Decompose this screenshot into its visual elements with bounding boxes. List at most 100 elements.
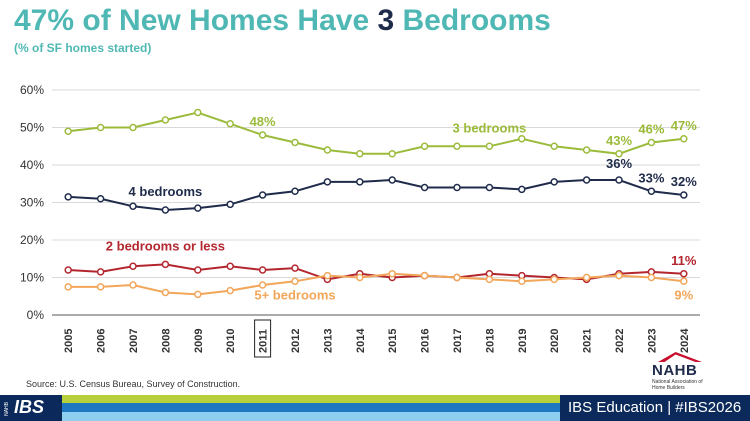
x-tick-label: 2023 xyxy=(646,329,658,353)
data-point xyxy=(647,138,656,147)
data-point xyxy=(518,185,526,194)
x-tick-label: 2018 xyxy=(484,329,496,353)
series-line xyxy=(68,178,684,212)
data-point xyxy=(226,286,234,295)
series-label: 5+ bedrooms xyxy=(254,287,335,302)
y-tick-label: 40% xyxy=(20,158,44,172)
y-tick-label: 10% xyxy=(20,271,44,285)
data-point xyxy=(226,200,234,209)
y-tick-label: 0% xyxy=(27,308,45,322)
data-point xyxy=(550,178,558,186)
data-point xyxy=(420,271,429,280)
data-point xyxy=(161,288,170,297)
data-point xyxy=(291,138,299,147)
data-point xyxy=(356,178,364,186)
line-chart: 0% 10% 20% 30% 40% 50% 60% 2005 2006 2007 2008 2009… xyxy=(20,83,700,358)
data-point xyxy=(485,142,494,150)
data-point xyxy=(96,195,105,203)
data-point xyxy=(323,178,332,186)
data-point xyxy=(161,206,170,214)
x-tick-label: 2010 xyxy=(225,329,237,353)
logo-subtitle: National Association of Home Builders xyxy=(652,379,703,391)
nahb-logo: NAHB National Association of Home Builde… xyxy=(652,352,714,391)
series-label: 2 bedrooms or less xyxy=(106,238,225,253)
data-point xyxy=(64,283,72,291)
logo-text: NAHB xyxy=(652,362,698,379)
footer-text: IBS Education | #IBS2026 xyxy=(568,399,742,416)
series-label: 3 bedrooms xyxy=(453,120,527,135)
data-point xyxy=(96,268,105,276)
footer-brand: IBS xyxy=(14,397,45,417)
data-point xyxy=(582,176,591,184)
data-point xyxy=(453,183,461,192)
x-tick-label: 2020 xyxy=(549,329,561,353)
data-label: 48% xyxy=(250,114,276,129)
data-point xyxy=(258,281,267,289)
series-label: 4 bedrooms xyxy=(129,184,203,199)
data-point xyxy=(194,290,202,299)
y-tick-label: 60% xyxy=(20,83,44,97)
data-point xyxy=(647,273,656,282)
data-point xyxy=(582,273,591,282)
data-point xyxy=(291,187,299,195)
footer-brand-small: NAHB xyxy=(4,402,10,416)
data-point xyxy=(582,146,591,154)
data-point xyxy=(420,183,429,192)
data-point xyxy=(615,271,623,280)
data-point xyxy=(550,142,558,150)
footer-stripe-lightblue xyxy=(62,412,560,421)
data-point xyxy=(64,193,72,201)
data-label: 9% xyxy=(674,287,693,302)
data-point xyxy=(226,120,234,128)
data-point xyxy=(420,142,429,150)
data-point xyxy=(258,191,267,199)
data-point xyxy=(64,127,72,135)
x-tick-label: 2011 xyxy=(258,329,270,353)
data-point xyxy=(258,266,267,274)
data-point xyxy=(194,266,202,274)
data-point xyxy=(453,142,461,150)
x-tick-label: 2013 xyxy=(322,329,334,353)
x-tick-label: 2016 xyxy=(420,329,432,353)
data-point xyxy=(518,277,526,285)
data-point xyxy=(485,275,494,284)
x-tick-label: 2015 xyxy=(387,329,399,353)
x-tick-label: 2007 xyxy=(128,329,140,353)
y-tick-label: 50% xyxy=(20,121,44,135)
footer-stripe-green xyxy=(62,395,560,403)
data-point xyxy=(96,123,105,132)
source-note: Source: U.S. Census Bureau, Survey of Co… xyxy=(26,379,241,389)
highlight-box xyxy=(254,319,272,358)
data-point xyxy=(291,277,299,285)
data-label: 43% xyxy=(606,133,632,148)
x-tick-label: 2017 xyxy=(452,329,464,353)
data-point xyxy=(64,266,72,274)
x-tick-label: 2006 xyxy=(96,329,108,353)
x-tick-label: 2005 xyxy=(63,329,75,353)
data-label: 46% xyxy=(638,122,664,137)
x-tick-label: 2022 xyxy=(614,329,626,353)
data-point xyxy=(161,116,170,124)
data-point xyxy=(161,260,170,269)
data-point xyxy=(129,281,137,289)
data-point xyxy=(291,264,299,272)
data-point xyxy=(258,131,267,139)
data-point xyxy=(356,273,364,282)
x-tick-label: 2019 xyxy=(517,329,529,353)
data-point xyxy=(518,135,526,143)
data-point xyxy=(615,176,623,184)
data-point xyxy=(129,123,137,132)
data-point xyxy=(388,270,396,278)
data-point xyxy=(680,135,688,143)
data-label: 11% xyxy=(671,253,697,268)
data-point xyxy=(96,283,105,291)
data-label: 33% xyxy=(638,170,664,185)
x-tick-label: 2014 xyxy=(355,328,367,353)
data-point xyxy=(680,277,688,285)
x-tick-label: 2024 xyxy=(679,328,691,353)
data-label: 47% xyxy=(671,118,697,133)
data-point xyxy=(615,150,623,158)
data-point xyxy=(550,275,558,284)
data-point xyxy=(323,271,332,280)
page-subtitle: (% of SF homes started) xyxy=(14,41,152,55)
